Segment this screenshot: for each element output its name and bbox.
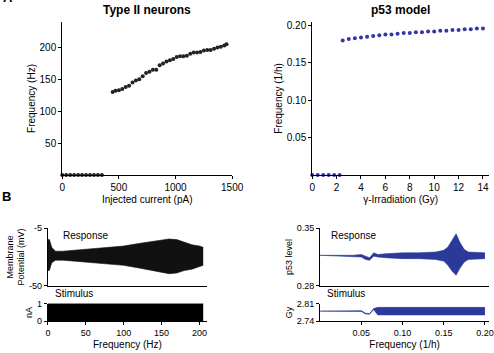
svg-text:4: 4 bbox=[358, 182, 364, 193]
svg-text:1000: 1000 bbox=[164, 182, 187, 193]
svg-text:12: 12 bbox=[453, 182, 465, 193]
svg-text:0: 0 bbox=[59, 182, 65, 193]
svg-text:0.35: 0.35 bbox=[297, 223, 315, 233]
svg-text:B: B bbox=[2, 189, 11, 204]
svg-text:0: 0 bbox=[309, 182, 315, 193]
svg-text:Stimulus: Stimulus bbox=[327, 288, 365, 299]
svg-text:0.05: 0.05 bbox=[287, 132, 307, 143]
svg-text:150: 150 bbox=[40, 74, 57, 85]
svg-text:Response: Response bbox=[331, 230, 376, 241]
svg-text:Injected current (pA): Injected current (pA) bbox=[102, 194, 193, 205]
svg-text:γ-Irradiation (Gy): γ-Irradiation (Gy) bbox=[363, 194, 438, 205]
svg-text:Frequency (1/h): Frequency (1/h) bbox=[369, 339, 440, 350]
svg-text:50: 50 bbox=[81, 328, 91, 338]
svg-text:2: 2 bbox=[334, 182, 340, 193]
svg-text:MembranePotential (mV): MembranePotential (mV) bbox=[5, 228, 27, 285]
svg-text:0: 0 bbox=[37, 316, 42, 326]
svg-text:0: 0 bbox=[45, 328, 50, 338]
svg-text:p53 level: p53 level bbox=[284, 239, 294, 275]
svg-text:14: 14 bbox=[477, 182, 489, 193]
svg-text:1500: 1500 bbox=[221, 182, 244, 193]
svg-text:500: 500 bbox=[111, 182, 128, 193]
svg-text:0.28: 0.28 bbox=[297, 281, 315, 291]
svg-text:A: A bbox=[3, 0, 13, 5]
svg-text:50: 50 bbox=[45, 138, 57, 149]
svg-text:1: 1 bbox=[37, 299, 42, 309]
svg-text:0.20: 0.20 bbox=[287, 20, 307, 31]
svg-text:nA: nA bbox=[24, 307, 34, 318]
svg-text:6: 6 bbox=[383, 182, 389, 193]
svg-text:0.10: 0.10 bbox=[287, 95, 307, 106]
svg-text:0.15: 0.15 bbox=[435, 328, 453, 338]
svg-text:8: 8 bbox=[407, 182, 413, 193]
svg-text:Response: Response bbox=[63, 230, 108, 241]
svg-text:100: 100 bbox=[40, 106, 57, 117]
svg-text:-5: -5 bbox=[34, 223, 42, 233]
svg-text:0.20: 0.20 bbox=[476, 328, 494, 338]
svg-text:150: 150 bbox=[154, 328, 169, 338]
svg-text:0.15: 0.15 bbox=[287, 57, 307, 68]
svg-text:0.05: 0.05 bbox=[353, 328, 371, 338]
svg-text:2.74: 2.74 bbox=[297, 316, 315, 326]
svg-text:Stimulus: Stimulus bbox=[55, 288, 93, 299]
svg-text:2.81: 2.81 bbox=[297, 299, 315, 309]
svg-text:0.10: 0.10 bbox=[394, 328, 412, 338]
svg-text:200: 200 bbox=[192, 328, 207, 338]
svg-text:100: 100 bbox=[116, 328, 131, 338]
svg-text:-50: -50 bbox=[29, 281, 42, 291]
svg-text:10: 10 bbox=[429, 182, 441, 193]
svg-text:Type II neurons: Type II neurons bbox=[103, 3, 191, 17]
svg-text:Frequency (Hz): Frequency (Hz) bbox=[93, 339, 162, 350]
svg-text:200: 200 bbox=[40, 42, 57, 53]
svg-text:p53 model: p53 model bbox=[371, 3, 430, 17]
svg-text:Frequency (1/h): Frequency (1/h) bbox=[273, 63, 284, 134]
svg-text:Gy: Gy bbox=[284, 306, 294, 318]
svg-text:Frequency (Hz): Frequency (Hz) bbox=[26, 64, 37, 133]
